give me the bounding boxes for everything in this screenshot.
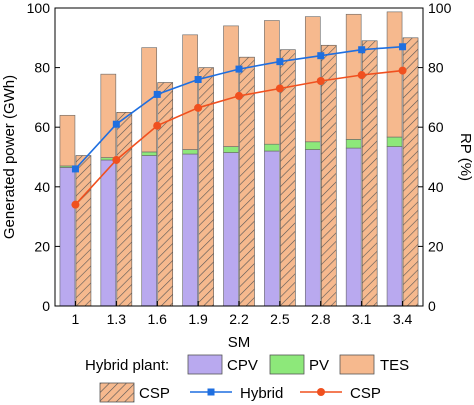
bar-tes-2.5	[264, 20, 280, 145]
tick-label-right-80: 80	[428, 60, 444, 76]
point-hybrid-rp-2.2	[235, 65, 243, 73]
bar-pv-2.8	[304, 141, 321, 150]
legend-hybrid-marker	[207, 388, 215, 396]
tick-label-left-40: 40	[34, 179, 50, 195]
tick-label-right-40: 40	[428, 179, 444, 195]
tick-label-right-0: 0	[428, 298, 436, 314]
bar-cpv-1.6	[141, 155, 158, 307]
tick-label-left-20: 20	[34, 238, 50, 254]
point-csp-rp-3.4	[398, 66, 407, 75]
bar-cpv-1	[59, 167, 76, 307]
bar-cpv-2.8	[304, 149, 321, 307]
bar-cpv-2.5	[264, 150, 280, 307]
bar-pv-1.6	[141, 151, 158, 156]
bar-csp-1	[75, 155, 92, 307]
bar-csp-1.3	[116, 112, 133, 307]
tick-label-right-20: 20	[428, 238, 444, 254]
legend-pv-swatch	[269, 354, 305, 375]
bar-csp-1.6	[157, 82, 174, 307]
y-axis-left-label: Generated power (GWh)	[1, 75, 18, 239]
tick-label-left-0: 0	[42, 298, 50, 314]
legend-csp-line-label: CSP	[350, 385, 381, 402]
bar-pv-2.2	[223, 146, 239, 153]
bar-cpv-1.3	[100, 159, 117, 307]
bar-csp-2.8	[320, 44, 337, 307]
y-axis-right-label: RP (%)	[457, 133, 474, 181]
tick-label-x-1.3: 1.3	[107, 311, 127, 327]
tick-label-x-2.8: 2.8	[311, 311, 331, 327]
point-csp-rp-1.3	[112, 155, 121, 164]
point-hybrid-rp-1.6	[153, 90, 161, 98]
bar-pv-3.4	[386, 136, 403, 147]
legend-csp-bar-label: CSP	[139, 385, 170, 402]
legend-cpv-label: CPV	[227, 357, 258, 374]
bar-csp-3.4	[402, 37, 419, 307]
legend-cpv-swatch	[187, 354, 223, 375]
tick-label-x-1: 1	[72, 311, 80, 327]
x-axis-label: SM	[228, 334, 251, 351]
bar-tes-3.4	[386, 11, 403, 138]
legend-csp-bar-swatch	[99, 382, 135, 403]
point-csp-rp-1	[71, 200, 80, 209]
point-hybrid-rp-3.1	[358, 46, 366, 54]
point-hybrid-rp-1.9	[194, 76, 202, 84]
tick-label-x-2.5: 2.5	[270, 311, 290, 327]
bar-cpv-2.2	[223, 152, 239, 307]
point-hybrid-rp-3.4	[399, 43, 407, 51]
point-csp-rp-1.6	[153, 121, 162, 130]
point-hybrid-rp-1.3	[112, 120, 120, 128]
bar-tes-2.2	[223, 25, 239, 147]
point-csp-rp-3.1	[357, 71, 366, 80]
bar-cpv-1.9	[182, 153, 198, 307]
bar-tes-1.9	[182, 34, 198, 150]
point-csp-rp-1.9	[194, 103, 203, 112]
legend-hybrid-label: Hybrid	[240, 385, 283, 402]
bar-cpv-3.4	[386, 146, 403, 307]
tick-label-right-100: 100	[428, 0, 452, 16]
bar-pv-3.1	[345, 139, 362, 149]
bar-pv-2.5	[264, 143, 280, 152]
tick-label-x-2.2: 2.2	[229, 311, 249, 327]
legend-tes-swatch	[339, 354, 375, 375]
legend-tes-label: TES	[380, 357, 409, 374]
bars-layer	[59, 11, 419, 307]
ticks-layer: 0 20 40 60 80 100 0 20 40 60 80 100 1 1.3 1.6 1.9 2.2 2.5…	[27, 0, 452, 327]
legend: Hybrid plant: CPV PV TES CSP Hybrid CSP	[85, 354, 409, 403]
lines-layer	[71, 43, 407, 209]
point-csp-rp-2.8	[316, 77, 325, 86]
bar-csp-3.1	[361, 40, 378, 307]
legend-pv-label: PV	[309, 357, 329, 374]
tick-label-left-100: 100	[27, 0, 51, 16]
point-csp-rp-2.2	[235, 91, 243, 100]
point-csp-rp-2.5	[275, 84, 284, 93]
bar-pv-1.9	[182, 149, 198, 155]
tick-label-x-1.9: 1.9	[188, 311, 208, 327]
bar-tes-1.3	[100, 73, 117, 158]
tick-label-x-1.6: 1.6	[147, 311, 167, 327]
point-hybrid-rp-2.8	[317, 52, 325, 60]
tick-label-left-60: 60	[34, 119, 50, 135]
tick-label-x-3.4: 3.4	[393, 311, 413, 327]
legend-csp-marker	[317, 388, 325, 396]
bar-tes-1	[59, 114, 76, 167]
tick-label-right-60: 60	[428, 119, 444, 135]
legend-heading: Hybrid plant:	[85, 357, 169, 374]
tick-label-x-3.1: 3.1	[352, 311, 372, 327]
bar-cpv-3.1	[345, 147, 362, 307]
point-hybrid-rp-2.5	[276, 58, 284, 66]
tick-label-left-80: 80	[34, 60, 50, 76]
point-hybrid-rp-1	[71, 165, 79, 173]
